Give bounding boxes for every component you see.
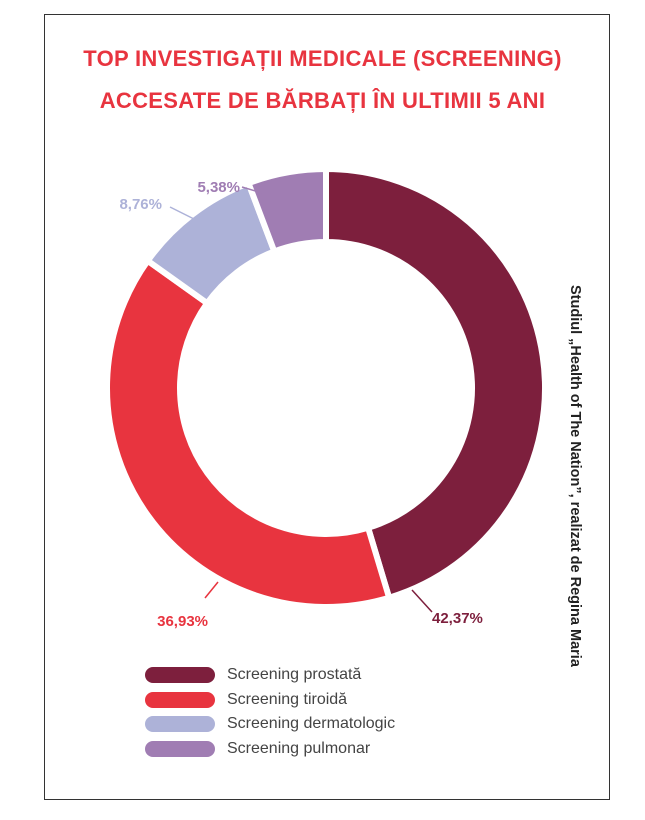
data-label: 42,37%: [432, 610, 483, 627]
legend-swatch: [145, 691, 215, 708]
legend-item-prostate: Screening prostată: [145, 663, 395, 688]
chart-frame: [44, 14, 610, 800]
donut-slice: [245, 166, 329, 255]
data-label: 36,93%: [157, 613, 208, 630]
legend-label: Screening dermatologic: [227, 715, 396, 733]
data-label: 5,38%: [197, 179, 240, 196]
chart-title-line-1: TOP INVESTIGAȚII MEDICALE (SCREENING): [83, 46, 562, 71]
legend-label: Screening prostată: [227, 666, 362, 684]
legend-swatch: [145, 667, 215, 684]
legend: Screening prostată Screening tiroidă Scr…: [145, 663, 395, 761]
legend-swatch: [145, 740, 215, 757]
data-label: 8,76%: [119, 196, 162, 213]
legend-item-dermatologic: Screening dermatologic: [145, 712, 395, 737]
source-note: Studiul „Health of The Nation”, realizat…: [567, 285, 583, 667]
donut-slice: [323, 166, 548, 601]
leader-line: [411, 589, 433, 613]
leader-line: [241, 186, 263, 194]
leader-line: [204, 581, 219, 599]
legend-item-pulmonary: Screening pulmonar: [145, 737, 395, 762]
donut-slice: [104, 257, 393, 610]
legend-label: Screening tiroidă: [227, 690, 348, 708]
legend-swatch: [145, 716, 215, 733]
legend-label: Screening pulmonar: [227, 739, 371, 757]
chart-title-line-2: ACCESATE DE BĂRBAȚI ÎN ULTIMII 5 ANI: [99, 88, 546, 113]
legend-item-thyroid: Screening tiroidă: [145, 688, 395, 713]
leader-line: [169, 206, 197, 221]
